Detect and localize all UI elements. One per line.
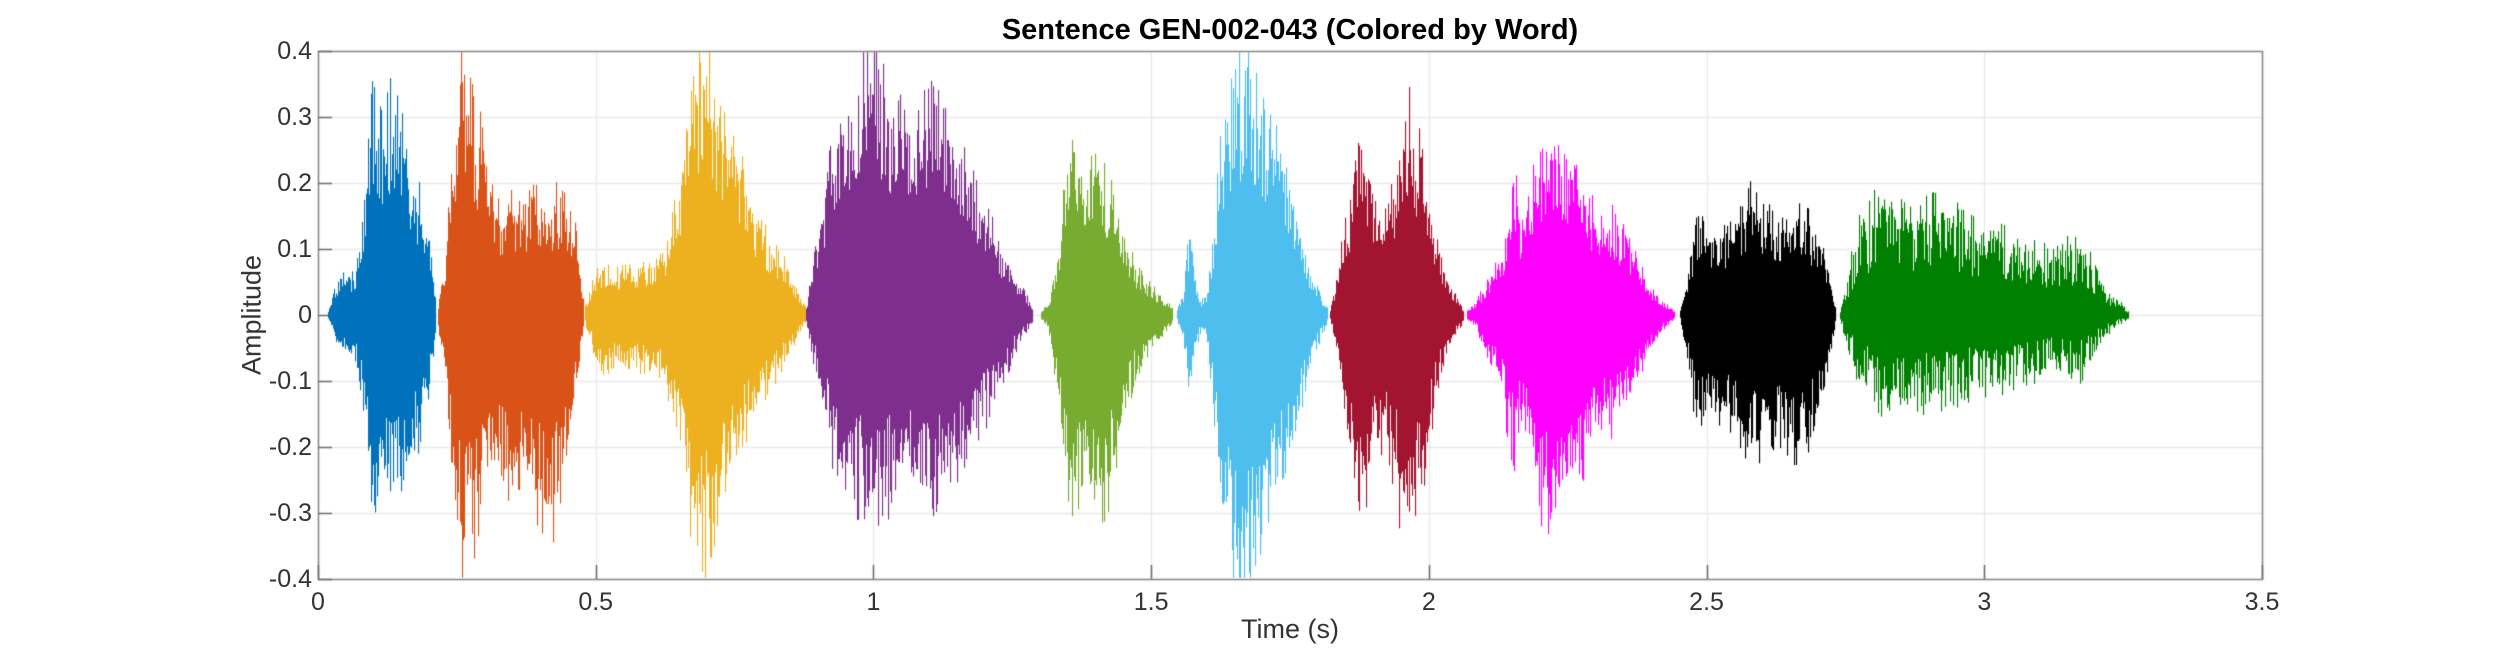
x-tick-label: 3 xyxy=(1977,588,1992,616)
y-tick-label: -0.4 xyxy=(268,565,312,593)
x-axis-label: Time (s) xyxy=(1241,614,1339,644)
x-tick-label: 0 xyxy=(311,588,325,616)
x-tick-label: 1.5 xyxy=(1133,588,1169,616)
y-tick-label: 0.1 xyxy=(277,235,312,263)
y-tick-label: 0 xyxy=(298,301,312,329)
x-tick-label: 3.5 xyxy=(2244,588,2280,616)
y-tick-label: 0.3 xyxy=(277,103,312,131)
x-tick-label: 1 xyxy=(866,588,881,616)
x-tick-label: 2.5 xyxy=(1689,588,1724,616)
chart-title: Sentence GEN-002-043 (Colored by Word) xyxy=(1001,14,1579,46)
y-tick-label: -0.3 xyxy=(268,499,312,527)
x-tick-label: 2 xyxy=(1421,588,1436,616)
y-tick-label: 0.2 xyxy=(277,169,312,197)
y-tick-label: -0.1 xyxy=(268,367,312,395)
y-tick-label: -0.2 xyxy=(268,433,312,461)
x-tick-label: 0.5 xyxy=(578,588,614,616)
y-tick-label: 0.4 xyxy=(277,37,312,65)
